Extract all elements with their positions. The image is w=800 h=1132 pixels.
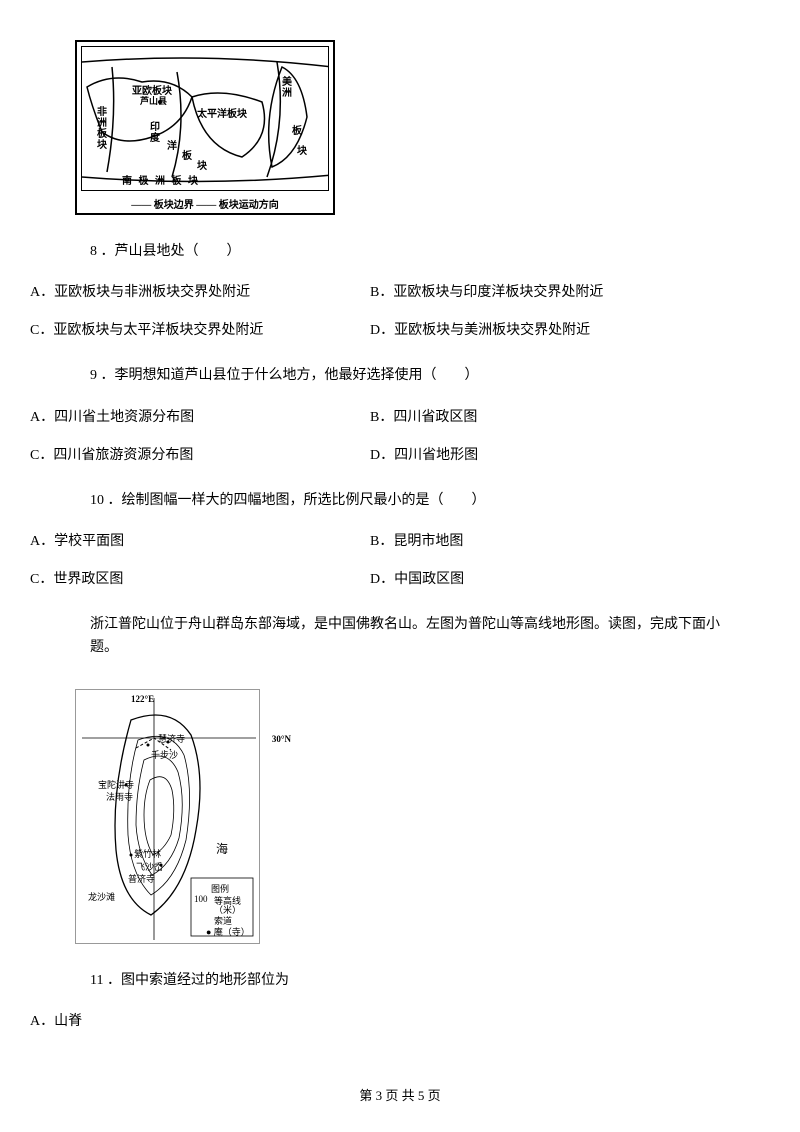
map-caption: —— 板块边界 —— 板块运动方向 <box>77 196 333 211</box>
page-footer: 第 3 页 共 5 页 <box>0 1085 800 1104</box>
legend1val: 100 <box>194 894 208 904</box>
label-ban: 板 <box>182 147 192 162</box>
legend3: ● 庵（寺） <box>206 925 250 938</box>
q10-opt-a: A．学校平面图 <box>30 530 370 550</box>
label-kuai: 块 <box>197 157 207 172</box>
map2-p6: 龙沙滩 <box>88 890 115 903</box>
label-yang: 洋 <box>167 137 177 152</box>
question-10: 10 ．绘制图幅一样大的四幅地图，所选比例尺最小的是（ ） <box>90 490 770 512</box>
plate-tectonics-map: 亚欧板块 芦山县 非 洲 板 块 印 度 洋 板 块 太平洋板块 美 洲 板 块… <box>75 40 335 215</box>
map2-p4: 千步沙 <box>151 748 178 761</box>
map2-p7: 紫竹林 <box>134 847 161 860</box>
q9-opt-c: C．四川省旅游资源分布图 <box>30 444 370 464</box>
map2-sea: 海 <box>216 840 228 857</box>
label-nanji: 南 极 洲 板 块 <box>122 172 200 187</box>
q8-options-row2: C．亚欧板块与太平洋板块交界处附近 D．亚欧板块与美洲板块交界处附近 <box>30 319 770 339</box>
map-inner: 亚欧板块 芦山县 非 洲 板 块 印 度 洋 板 块 太平洋板块 美 洲 板 块… <box>81 46 329 191</box>
q9-options-row2: C．四川省旅游资源分布图 D．四川省地形图 <box>30 444 770 464</box>
q8-opt-a: A．亚欧板块与非洲板块交界处附近 <box>30 281 370 301</box>
q8-options-row1: A．亚欧板块与非洲板块交界处附近 B．亚欧板块与印度洋板块交界处附近 <box>30 281 770 301</box>
label-ban2: 板 <box>292 122 302 137</box>
question-9: 9 ．李明想知道芦山县位于什么地方，他最好选择使用（ ） <box>90 365 770 387</box>
q9-opt-d: D．四川省地形图 <box>370 444 770 464</box>
label-yin: 印 度 <box>150 122 160 144</box>
q10-options-row2: C．世界政区图 D．中国政区图 <box>30 568 770 588</box>
label-taiping: 太平洋板块 <box>197 105 247 120</box>
q10-opt-c: C．世界政区图 <box>30 568 370 588</box>
q9-options-row1: A．四川省土地资源分布图 B．四川省政区图 <box>30 406 770 426</box>
label-fei: 非 洲 板 块 <box>97 107 107 151</box>
map2-p2: 慧济寺 <box>158 732 185 745</box>
q8-opt-b: B．亚欧板块与印度洋板块交界处附近 <box>370 281 770 301</box>
q8-opt-c: C．亚欧板块与太平洋板块交界处附近 <box>30 319 370 339</box>
map2-p1: 法雨寺 <box>106 790 133 803</box>
q10-opt-d: D．中国政区图 <box>370 568 770 588</box>
question-11: 11 ．图中索道经过的地形部位为 <box>90 970 770 992</box>
q10-opt-b: B．昆明市地图 <box>370 530 770 550</box>
q8-opt-d: D．亚欧板块与美洲板块交界处附近 <box>370 319 770 339</box>
q10-options-row1: A．学校平面图 B．昆明市地图 <box>30 530 770 550</box>
q9-opt-a: A．四川省土地资源分布图 <box>30 406 370 426</box>
q11-options-row1: A．山脊 <box>30 1010 770 1030</box>
map2-lat: 30°N <box>272 734 291 744</box>
q11-opt-a: A．山脊 <box>30 1010 370 1030</box>
question-8: 8 ．芦山县地处（ ） <box>90 241 770 263</box>
label-mei: 美 洲 <box>282 77 292 99</box>
map2-p8: 普济寺 <box>128 872 155 885</box>
putuo-contour-map: 122°E 30°N 慧济寺 千步沙 宝陀讲寺 法雨寺 紫竹林 飞沙岙 普济寺 … <box>75 689 260 944</box>
intro-text-2: 浙江普陀山位于舟山群岛东部海域，是中国佛教名山。左图为普陀山等高线地形图。读图，… <box>90 614 740 659</box>
label-kuai2: 块 <box>297 142 307 157</box>
q9-opt-b: B．四川省政区图 <box>370 406 770 426</box>
label-lushan: 芦山县 <box>140 94 167 107</box>
